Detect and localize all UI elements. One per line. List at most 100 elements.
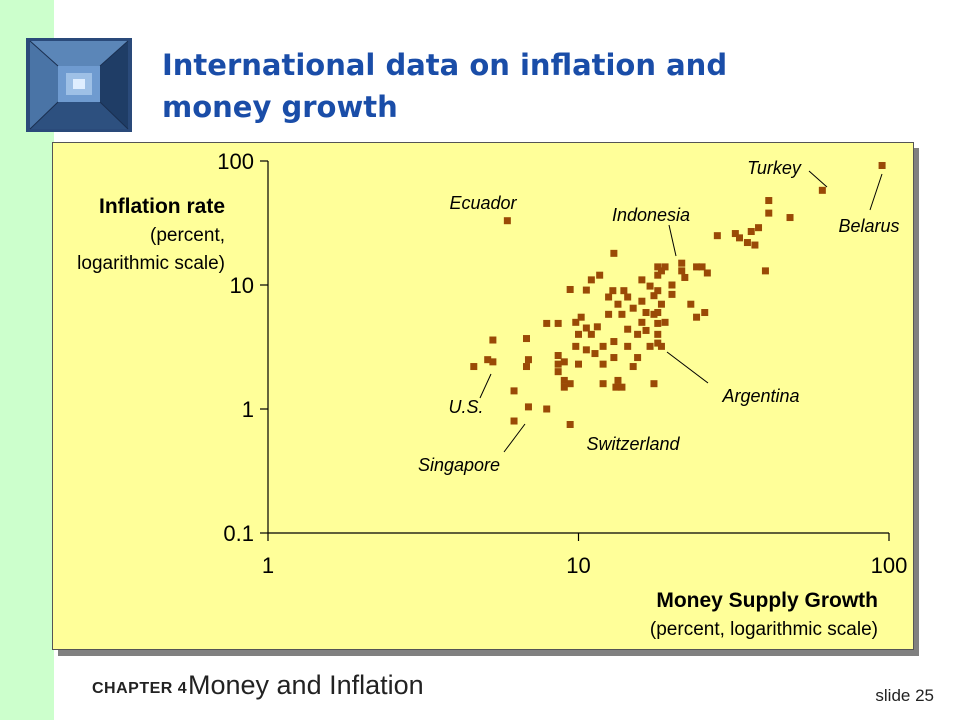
data-point xyxy=(554,368,562,376)
data-point xyxy=(661,263,669,271)
data-point xyxy=(735,234,743,242)
annotations: Ecuador Turkey Indonesia Belarus Argentina U.… xyxy=(418,158,900,475)
x-axis-label-sub: (percent, logarithmic scale) xyxy=(650,619,878,640)
data-point xyxy=(503,217,511,225)
data-point xyxy=(543,405,551,413)
data-point xyxy=(489,336,497,344)
data-point xyxy=(554,360,562,368)
y-axis-label-sub-2: logarithmic scale) xyxy=(77,253,225,274)
data-point xyxy=(731,230,739,238)
data-point xyxy=(654,319,662,327)
annotation-leader-line xyxy=(503,423,526,453)
chart-area: 100 10 1 0.1 1 10 100 Ecuador Turkey Indonesia B… xyxy=(52,142,914,650)
title-line-2: money growth xyxy=(162,90,398,124)
data-point xyxy=(743,239,751,247)
data-point xyxy=(650,310,658,318)
data-point xyxy=(678,267,686,275)
data-point xyxy=(587,276,595,284)
data-point xyxy=(575,330,582,338)
data-point xyxy=(654,287,662,295)
x-axis-label: Money Supply Growth xyxy=(656,589,878,612)
data-point xyxy=(638,297,646,305)
data-point xyxy=(687,300,695,308)
data-point xyxy=(818,186,826,194)
data-point xyxy=(484,356,492,364)
data-point xyxy=(599,380,607,388)
data-point xyxy=(624,342,632,350)
data-point xyxy=(657,267,665,275)
data-point xyxy=(618,310,626,318)
annotation-label: Ecuador xyxy=(449,193,517,213)
y-tick-label: 0.1 xyxy=(223,521,254,546)
annotation-leaders xyxy=(479,170,883,453)
data-point xyxy=(786,214,794,222)
data-point xyxy=(587,330,595,338)
data-point xyxy=(642,309,650,317)
data-point xyxy=(747,228,755,236)
y-tick-label: 1 xyxy=(242,397,254,422)
data-point xyxy=(634,354,642,362)
data-point xyxy=(654,309,662,317)
chapter-topic: Money and Inflation xyxy=(188,670,424,700)
data-point xyxy=(566,380,574,388)
annotation-label: Switzerland xyxy=(586,434,680,454)
data-point xyxy=(470,363,478,371)
data-point xyxy=(618,383,626,391)
annotation-leader-line xyxy=(668,224,677,257)
data-point xyxy=(624,325,632,333)
data-point xyxy=(624,293,632,301)
annotation-label: Belarus xyxy=(838,216,899,236)
data-point xyxy=(650,380,658,388)
data-point xyxy=(698,263,706,271)
annotation-leader-line xyxy=(666,351,709,384)
data-point xyxy=(654,339,662,347)
scatter-plot: 100 10 1 0.1 1 10 100 Ecuador Turkey Indonesia B… xyxy=(77,149,907,640)
data-point xyxy=(605,310,613,318)
data-point xyxy=(614,376,622,384)
data-point xyxy=(560,383,568,391)
data-point xyxy=(596,271,604,279)
data-point xyxy=(582,286,590,294)
data-point xyxy=(654,330,662,338)
data-point xyxy=(629,304,637,312)
slide-title: International data on inflation and mone… xyxy=(162,44,862,128)
data-point xyxy=(668,290,676,298)
data-point xyxy=(678,259,686,267)
data-point xyxy=(599,342,607,350)
data-point xyxy=(610,354,618,362)
data-point xyxy=(693,263,701,271)
title-line-1: International data on inflation and xyxy=(162,48,728,82)
y-axis-label-sub-1: (percent, xyxy=(150,225,225,246)
data-point xyxy=(554,352,562,360)
data-point xyxy=(765,197,773,205)
data-point xyxy=(599,360,607,368)
data-point xyxy=(614,300,622,308)
data-point xyxy=(657,300,665,308)
annotation-label: Turkey xyxy=(747,158,802,178)
annotation-label: Indonesia xyxy=(612,205,690,225)
slide-number: slide 25 xyxy=(875,686,934,705)
annotation-label: U.S. xyxy=(448,397,483,417)
data-point xyxy=(634,330,642,338)
data-point xyxy=(572,318,580,326)
data-point xyxy=(610,338,618,346)
data-point xyxy=(612,383,620,391)
data-point xyxy=(582,346,590,354)
data-point xyxy=(642,326,650,334)
data-point xyxy=(609,287,617,295)
data-point xyxy=(510,387,518,395)
data-point xyxy=(566,420,574,428)
x-tick-label: 10 xyxy=(566,553,590,578)
annotation-leader-line xyxy=(808,170,828,188)
data-point xyxy=(638,276,646,284)
data-point xyxy=(668,281,676,289)
data-points xyxy=(470,161,886,428)
annotation-label: Singapore xyxy=(418,455,500,475)
data-point xyxy=(755,224,763,232)
annotation-leader-line xyxy=(479,373,492,399)
data-point xyxy=(610,249,618,257)
data-point xyxy=(582,324,590,332)
data-point xyxy=(510,417,518,425)
data-point xyxy=(593,323,601,331)
y-tick-label: 100 xyxy=(217,149,254,174)
